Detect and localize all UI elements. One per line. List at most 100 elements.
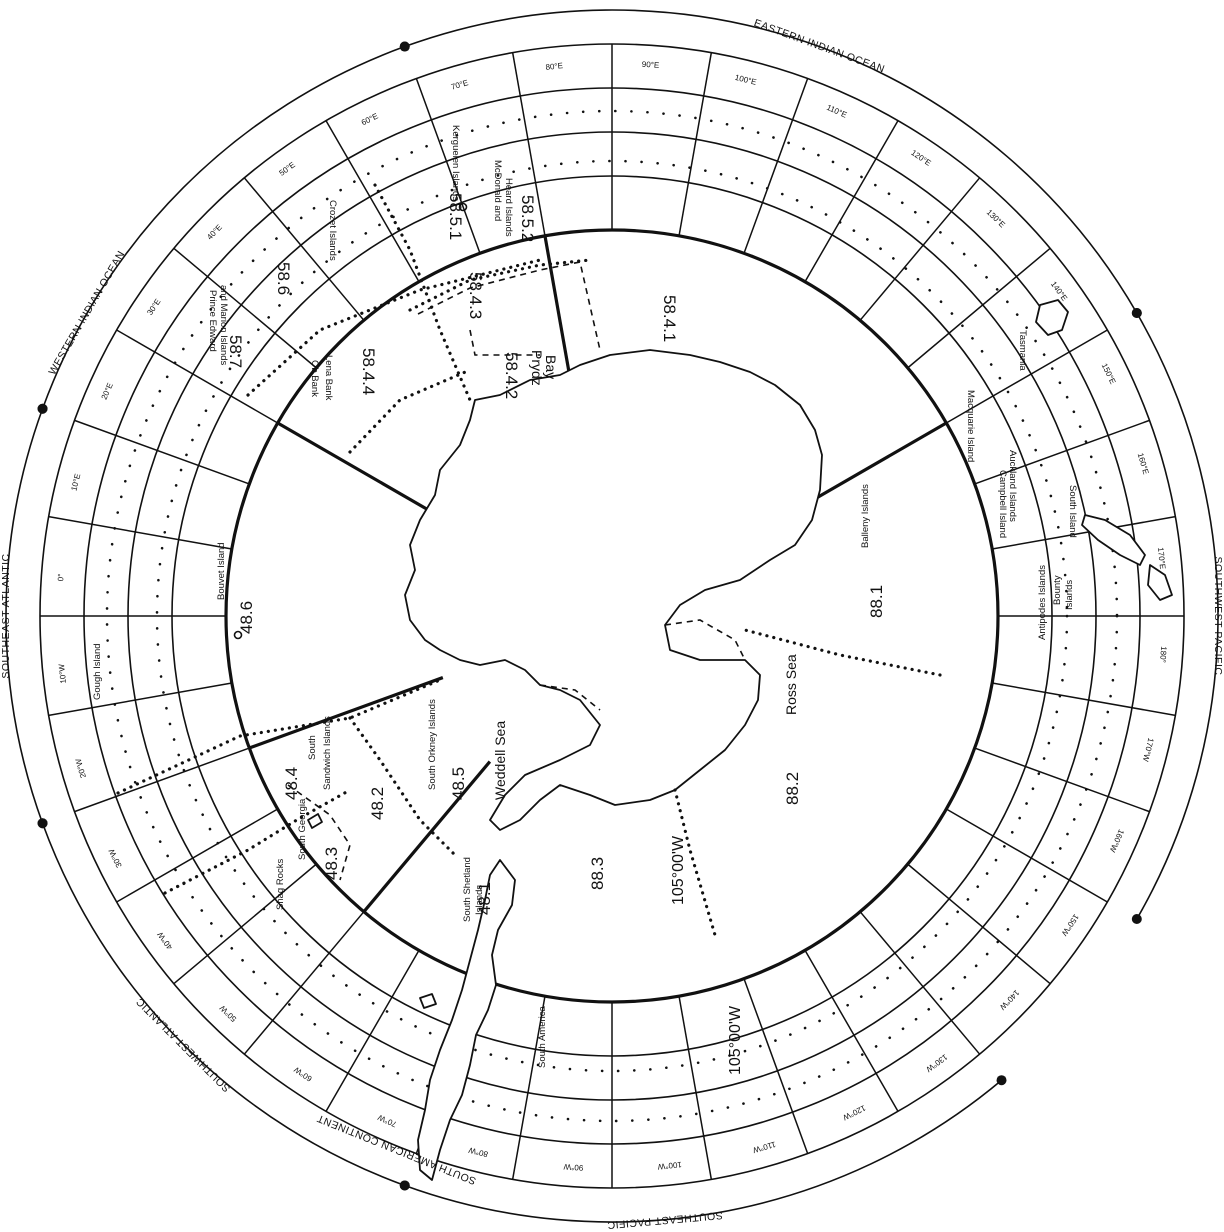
new-zealand-south-island	[1081, 514, 1146, 566]
meridian-spoke-80	[511, 52, 546, 236]
meridian-label-9: 90°E	[642, 60, 660, 70]
area-label-58-6: 58.6	[274, 262, 293, 295]
tasmania-island	[1035, 299, 1069, 336]
boundary-48-4-north	[116, 678, 442, 795]
label-bouvet-island: Bouvet Island	[216, 542, 227, 600]
meridian-spoke--130	[859, 911, 981, 1055]
meridian-label-35: 10°W	[57, 663, 68, 684]
meridian-spoke-50	[243, 177, 365, 321]
label-gough-island: Gough Island	[92, 643, 103, 700]
meridian-label-11: 110°E	[825, 103, 848, 120]
meridian-spoke--60	[325, 949, 420, 1112]
label-bay: Bay	[543, 355, 559, 379]
ocean-region-label-1: WESTERN INDIAN OCEAN	[46, 249, 127, 377]
boundary-58-5-1	[373, 183, 472, 402]
arc-arrowhead-5-1	[37, 818, 48, 829]
meridian-spoke-120	[804, 120, 899, 283]
meridian-spoke-30	[116, 329, 279, 424]
area-labels: 48.6 48.4 48.3 48.2 48.5 48.1 88.3 88.2 …	[226, 193, 886, 915]
meridian-label-15: 150°E	[1100, 362, 1118, 386]
box-48-3	[287, 784, 351, 881]
island-dot-track	[105, 109, 1119, 1123]
area-label-48-3: 48.3	[322, 847, 341, 880]
area-label-48-6: 48.6	[237, 601, 256, 634]
label-antipodes-islands: Antipodes Islands	[1037, 565, 1048, 640]
meridian-label-14: 140°E	[1049, 280, 1069, 303]
meridian-spoke--120	[804, 949, 899, 1112]
boundary-58-4-3	[408, 258, 592, 312]
area-label-58-5-1: 58.5.1	[446, 193, 465, 240]
boundary-58-4-4-south	[348, 368, 472, 454]
arc-arrowhead-4-0	[996, 1075, 1007, 1086]
ocean-arc-1	[41, 45, 406, 410]
boundary-48-4-south	[163, 788, 352, 895]
area-label-48-2: 48.2	[368, 787, 387, 820]
meridian-label-10: 100°E	[734, 73, 757, 87]
box-58-4-2	[469, 329, 540, 356]
meridian-label-7: 70°E	[450, 78, 469, 91]
boundary-48-2-48-5	[348, 716, 457, 857]
meridian-label-33: 30°W	[107, 847, 124, 869]
arc-arrowhead-3-0	[1131, 308, 1142, 318]
label-prince-edward: Prince Edward	[207, 290, 218, 352]
area-label-88-3: 88.3	[588, 857, 607, 890]
meridian-label-0: 0°	[56, 573, 66, 581]
meridian-spoke-10	[48, 515, 232, 550]
label-crozet-islands: Crozet Islands	[327, 200, 338, 261]
label-kerguelen-islands: Kerguelen Islands	[450, 125, 461, 201]
meridian-label-20: 160°W	[1108, 828, 1126, 854]
meridian-label-1: 10°E	[69, 473, 82, 492]
kerguelen-island-marker	[458, 202, 468, 212]
meridian-spoke--50	[243, 911, 365, 1055]
ocean-region-label-4: SOUTHEAST PACIFIC	[607, 1209, 724, 1231]
label-macquarie-island: Macquarie Island	[965, 390, 976, 462]
south-america-coastline	[417, 859, 516, 1181]
meridian-label-8: 80°E	[545, 61, 563, 72]
ocean-arc-4	[404, 1079, 1003, 1223]
meridian-spoke--20	[74, 747, 250, 813]
area-boundary--50	[362, 760, 492, 913]
label-prydz: Prydz	[529, 350, 545, 386]
boundary-88-2-88-3	[673, 788, 717, 937]
meridian-label-18: 180°	[1158, 646, 1168, 663]
label-ross-sea: Ross Sea	[783, 654, 799, 715]
meridian-label-4: 40°E	[205, 223, 224, 242]
label-south-america: South America	[537, 1006, 548, 1068]
meridian-spoke-100	[678, 52, 713, 236]
area-label-48-1: 48.1	[475, 882, 494, 915]
label-south: South	[307, 735, 318, 760]
meridian-label-17: 170°E	[1156, 547, 1167, 570]
meridian-spoke--100	[678, 996, 713, 1180]
meridian-label-27: 90°W	[563, 1162, 584, 1172]
meridian-spoke--160	[974, 747, 1150, 813]
meridian-label-12: 120°E	[909, 148, 932, 168]
meridian-label-26: 100°W	[657, 1160, 682, 1172]
meridian-spoke-60	[325, 120, 420, 283]
area-label-88-1: 88.1	[867, 585, 886, 618]
meridian-spoke-140	[907, 247, 1051, 369]
meridian-label-6: 60°E	[360, 112, 380, 128]
meridian-label-5: 50°E	[278, 160, 297, 178]
meridian-spoke--30	[116, 808, 279, 903]
meridian-label-31: 50°W	[218, 1003, 239, 1023]
label-balleny-islands: Balleny Islands	[860, 484, 871, 548]
meridian-label-2: 20°E	[100, 381, 115, 401]
meridian-spoke--40	[173, 863, 317, 985]
bouvet-island-marker	[233, 630, 243, 640]
area-label-58-5-2: 58.5.2	[518, 195, 537, 242]
label-south-orkney-islands: South Orkney Islands	[427, 699, 438, 790]
ocean-region-label-3: SOUTHWEST PACIFIC	[1212, 557, 1224, 676]
outer-dot-track	[155, 159, 1069, 1073]
ocean-arc-0	[5, 408, 44, 824]
arc-arrowhead-5-0	[399, 1180, 410, 1191]
label-weddell-sea: Weddell Sea	[492, 721, 508, 800]
arc-arrowhead-2-0	[399, 41, 410, 52]
meridian-label-25: 110°W	[751, 1140, 777, 1155]
meridian-label-19: 170°W	[1141, 737, 1156, 763]
label-south-georgia: South Georgia	[297, 798, 308, 860]
meridian-spoke-110	[743, 78, 809, 254]
ocean-arc-5	[41, 822, 406, 1187]
meridian-spoke-160	[974, 419, 1150, 485]
meridian-label-24: 120°W	[841, 1103, 867, 1122]
